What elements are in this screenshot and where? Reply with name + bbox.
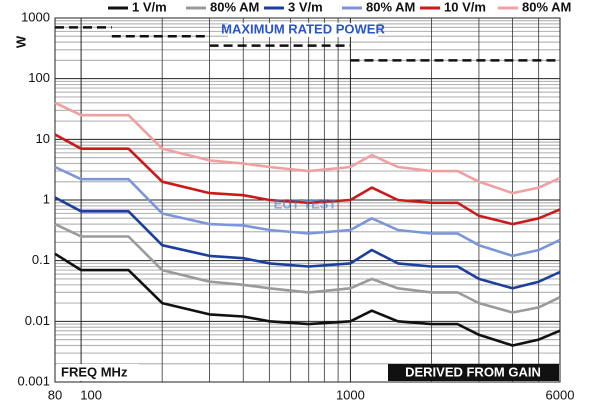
y-axis-label: W (13, 35, 28, 48)
y-tick-label: 1000 (21, 9, 50, 24)
series-line (54, 196, 561, 290)
x-axis-label: FREQ MHz (61, 364, 128, 379)
legend-label: 80% AM (366, 0, 415, 14)
watermark: EUT TEST (274, 196, 337, 211)
x-tick-label: 6000 (546, 387, 575, 402)
lines (54, 26, 561, 347)
y-tick-label: 1 (43, 191, 50, 206)
y-tick-label: 0.1 (32, 252, 50, 267)
series-line (54, 165, 561, 258)
x-tick-label: 100 (80, 387, 102, 402)
y-tick-label: 0.001 (17, 373, 50, 388)
legend-label: 10 V/m (444, 0, 486, 14)
x-tick-label: 80 (48, 387, 62, 402)
max-power-box (228, 23, 378, 37)
y-tick-label: 0.01 (25, 313, 50, 328)
x-tick-label: 1000 (336, 387, 365, 402)
x-label-box (57, 364, 139, 381)
legend-label: 1 V/m (132, 0, 167, 14)
series-line (54, 133, 561, 226)
series-line (54, 252, 561, 347)
max-power-label: MAXIMUM RATED POWER (221, 21, 385, 36)
series-line (54, 222, 561, 314)
series-line (54, 101, 561, 195)
legend-label: 3 V/m (288, 0, 323, 14)
legend-label: 80% AM (522, 0, 571, 14)
y-tick-label: 100 (28, 70, 50, 85)
note-box (388, 364, 559, 381)
y-tick-label: 10 (36, 131, 50, 146)
note: DERIVED FROM GAIN (405, 364, 541, 379)
legend-label: 80% AM (210, 0, 259, 14)
